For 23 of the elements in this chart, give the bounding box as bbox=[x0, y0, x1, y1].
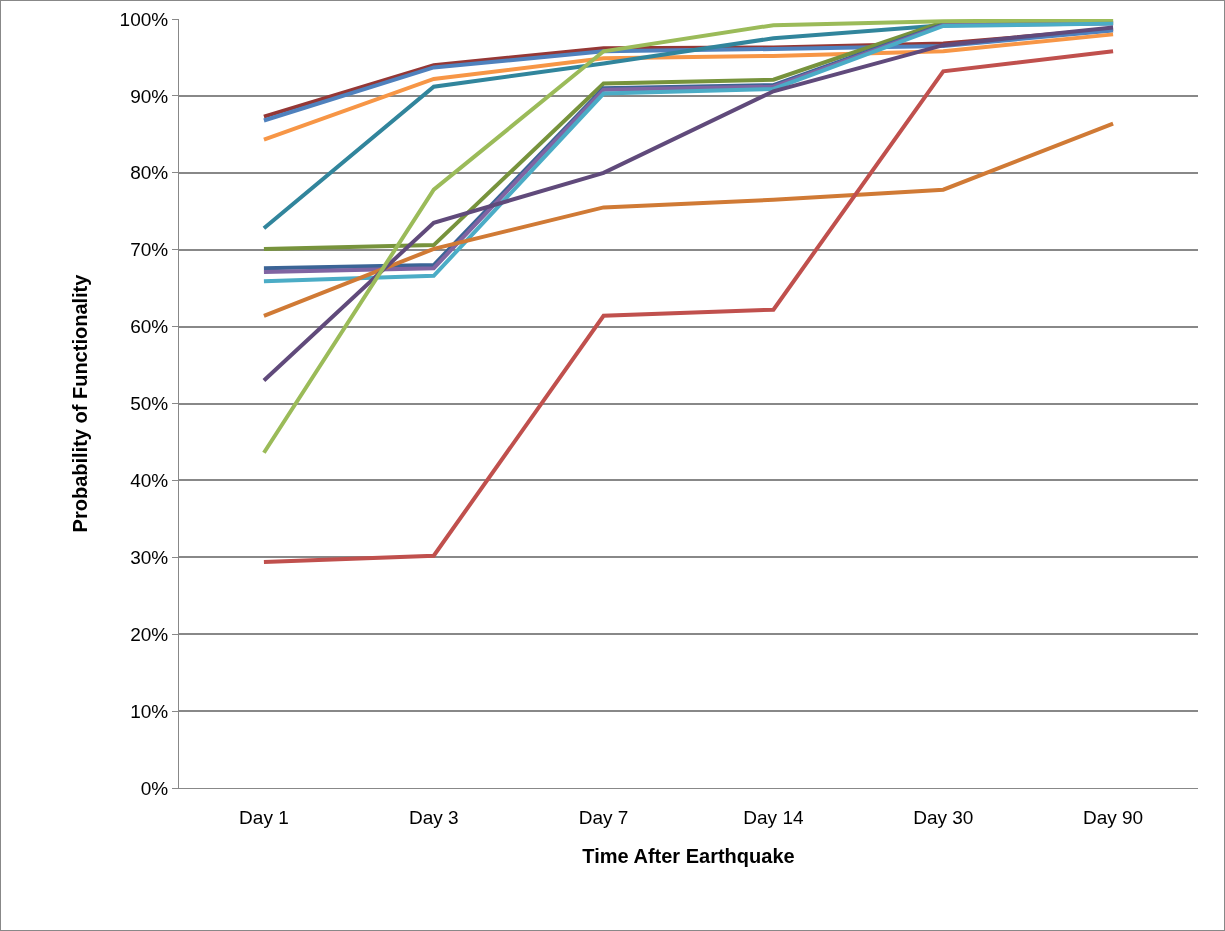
y-tick-label: 20% bbox=[130, 623, 169, 645]
x-tick-label: Day 90 bbox=[1082, 806, 1144, 828]
y-tick-label: 0% bbox=[140, 777, 169, 799]
x-tick-label: Day 7 bbox=[578, 806, 629, 828]
x-tick-label: Day 1 bbox=[239, 806, 289, 828]
line-series bbox=[261, 25, 1116, 383]
x-tick-label: Day 3 bbox=[408, 806, 459, 828]
y-tick-label: 90% bbox=[130, 85, 169, 107]
x-tick-label: Day 14 bbox=[743, 806, 804, 828]
y-tick-label: 10% bbox=[130, 700, 169, 722]
x-axis-title: Time After Earthquake bbox=[582, 845, 795, 868]
line-series bbox=[261, 121, 1116, 318]
y-tick-label: 60% bbox=[130, 316, 169, 338]
y-tick-label: 30% bbox=[130, 546, 169, 568]
y-tick-label: 80% bbox=[130, 162, 169, 184]
x-tick-label: Day 30 bbox=[913, 806, 974, 828]
y-tick-label: 100% bbox=[119, 8, 169, 30]
y-axis-title: Probability of Functionality bbox=[69, 273, 92, 533]
line-series bbox=[261, 19, 1116, 455]
line-series bbox=[261, 49, 1116, 564]
y-tick-label: 40% bbox=[130, 470, 169, 492]
y-tick-label: 70% bbox=[130, 239, 169, 261]
y-tick-label: 50% bbox=[130, 393, 169, 415]
